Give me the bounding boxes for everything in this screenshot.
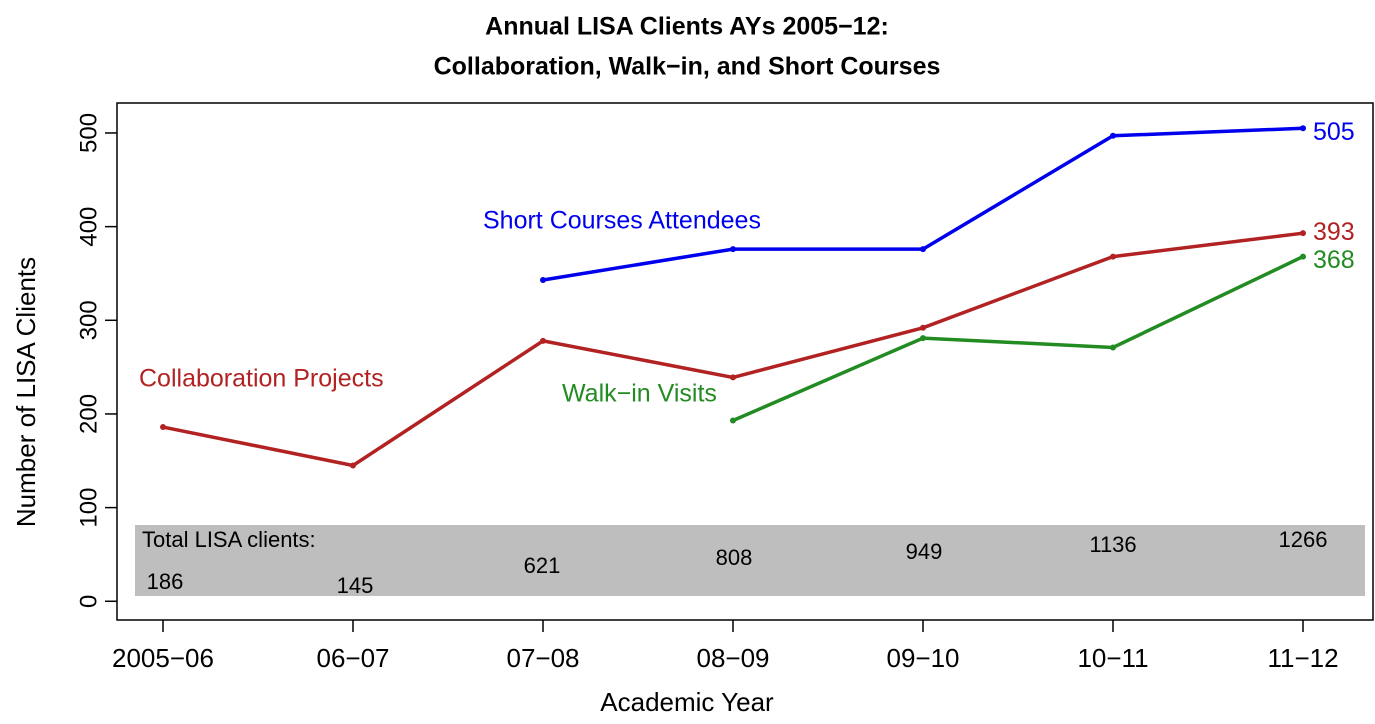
series-line — [542, 126, 1304, 282]
total-label: 808 — [716, 545, 753, 570]
end-value-label: 505 — [1313, 118, 1355, 146]
point — [1300, 253, 1306, 260]
y-tick-label: 400 — [75, 207, 102, 247]
series-line — [732, 255, 1304, 423]
series-line — [162, 231, 1304, 468]
point — [1110, 253, 1116, 260]
x-tick-label: 09−10 — [886, 643, 959, 673]
point — [920, 246, 926, 253]
point — [350, 462, 356, 469]
point — [540, 337, 546, 344]
point — [920, 324, 926, 331]
totals-band — [135, 525, 1365, 596]
total-label: 621 — [524, 553, 561, 578]
total-label: 949 — [906, 539, 943, 564]
point — [1300, 125, 1306, 132]
x-axis-label: Academic Year — [600, 687, 774, 717]
plot-frame — [116, 102, 1374, 621]
end-value-label: 393 — [1313, 218, 1355, 246]
x-tick-label: 08−09 — [696, 643, 769, 673]
total-label: 1136 — [1089, 532, 1136, 557]
total-label: 145 — [337, 573, 374, 598]
y-tick-label: 100 — [75, 488, 102, 528]
y-tick-label: 300 — [75, 300, 102, 340]
point — [730, 246, 736, 253]
totals-label: Total LISA clients: — [142, 527, 316, 552]
end-value-label: 368 — [1313, 246, 1355, 274]
series-label: Walk−in Visits — [562, 380, 717, 408]
series-label: Collaboration Projects — [139, 365, 384, 393]
point — [920, 335, 926, 342]
point — [730, 417, 736, 424]
x-tick-label: 11−12 — [1267, 643, 1338, 673]
point — [1300, 230, 1306, 237]
y-axis-label: Number of LISA Clients — [11, 257, 41, 527]
total-label: 1266 — [1279, 527, 1328, 552]
total-label: 186 — [147, 569, 184, 594]
point — [730, 374, 736, 381]
point — [160, 424, 166, 431]
y-tick-label: 0 — [75, 595, 102, 608]
y-tick-label: 500 — [75, 113, 102, 153]
chart-title: Annual LISA Clients AYs 2005−12: — [485, 13, 889, 41]
x-tick-label: 10−11 — [1077, 643, 1148, 673]
point — [1110, 132, 1116, 139]
point — [1110, 344, 1116, 351]
point — [540, 277, 546, 284]
x-tick-label: 06−07 — [316, 643, 389, 673]
series-label: Short Courses Attendees — [483, 207, 761, 235]
x-tick-label: 2005−06 — [112, 643, 214, 673]
y-tick-label: 200 — [75, 394, 102, 434]
chart-title: Collaboration, Walk−in, and Short Course… — [434, 53, 941, 81]
x-tick-label: 07−08 — [506, 643, 579, 673]
